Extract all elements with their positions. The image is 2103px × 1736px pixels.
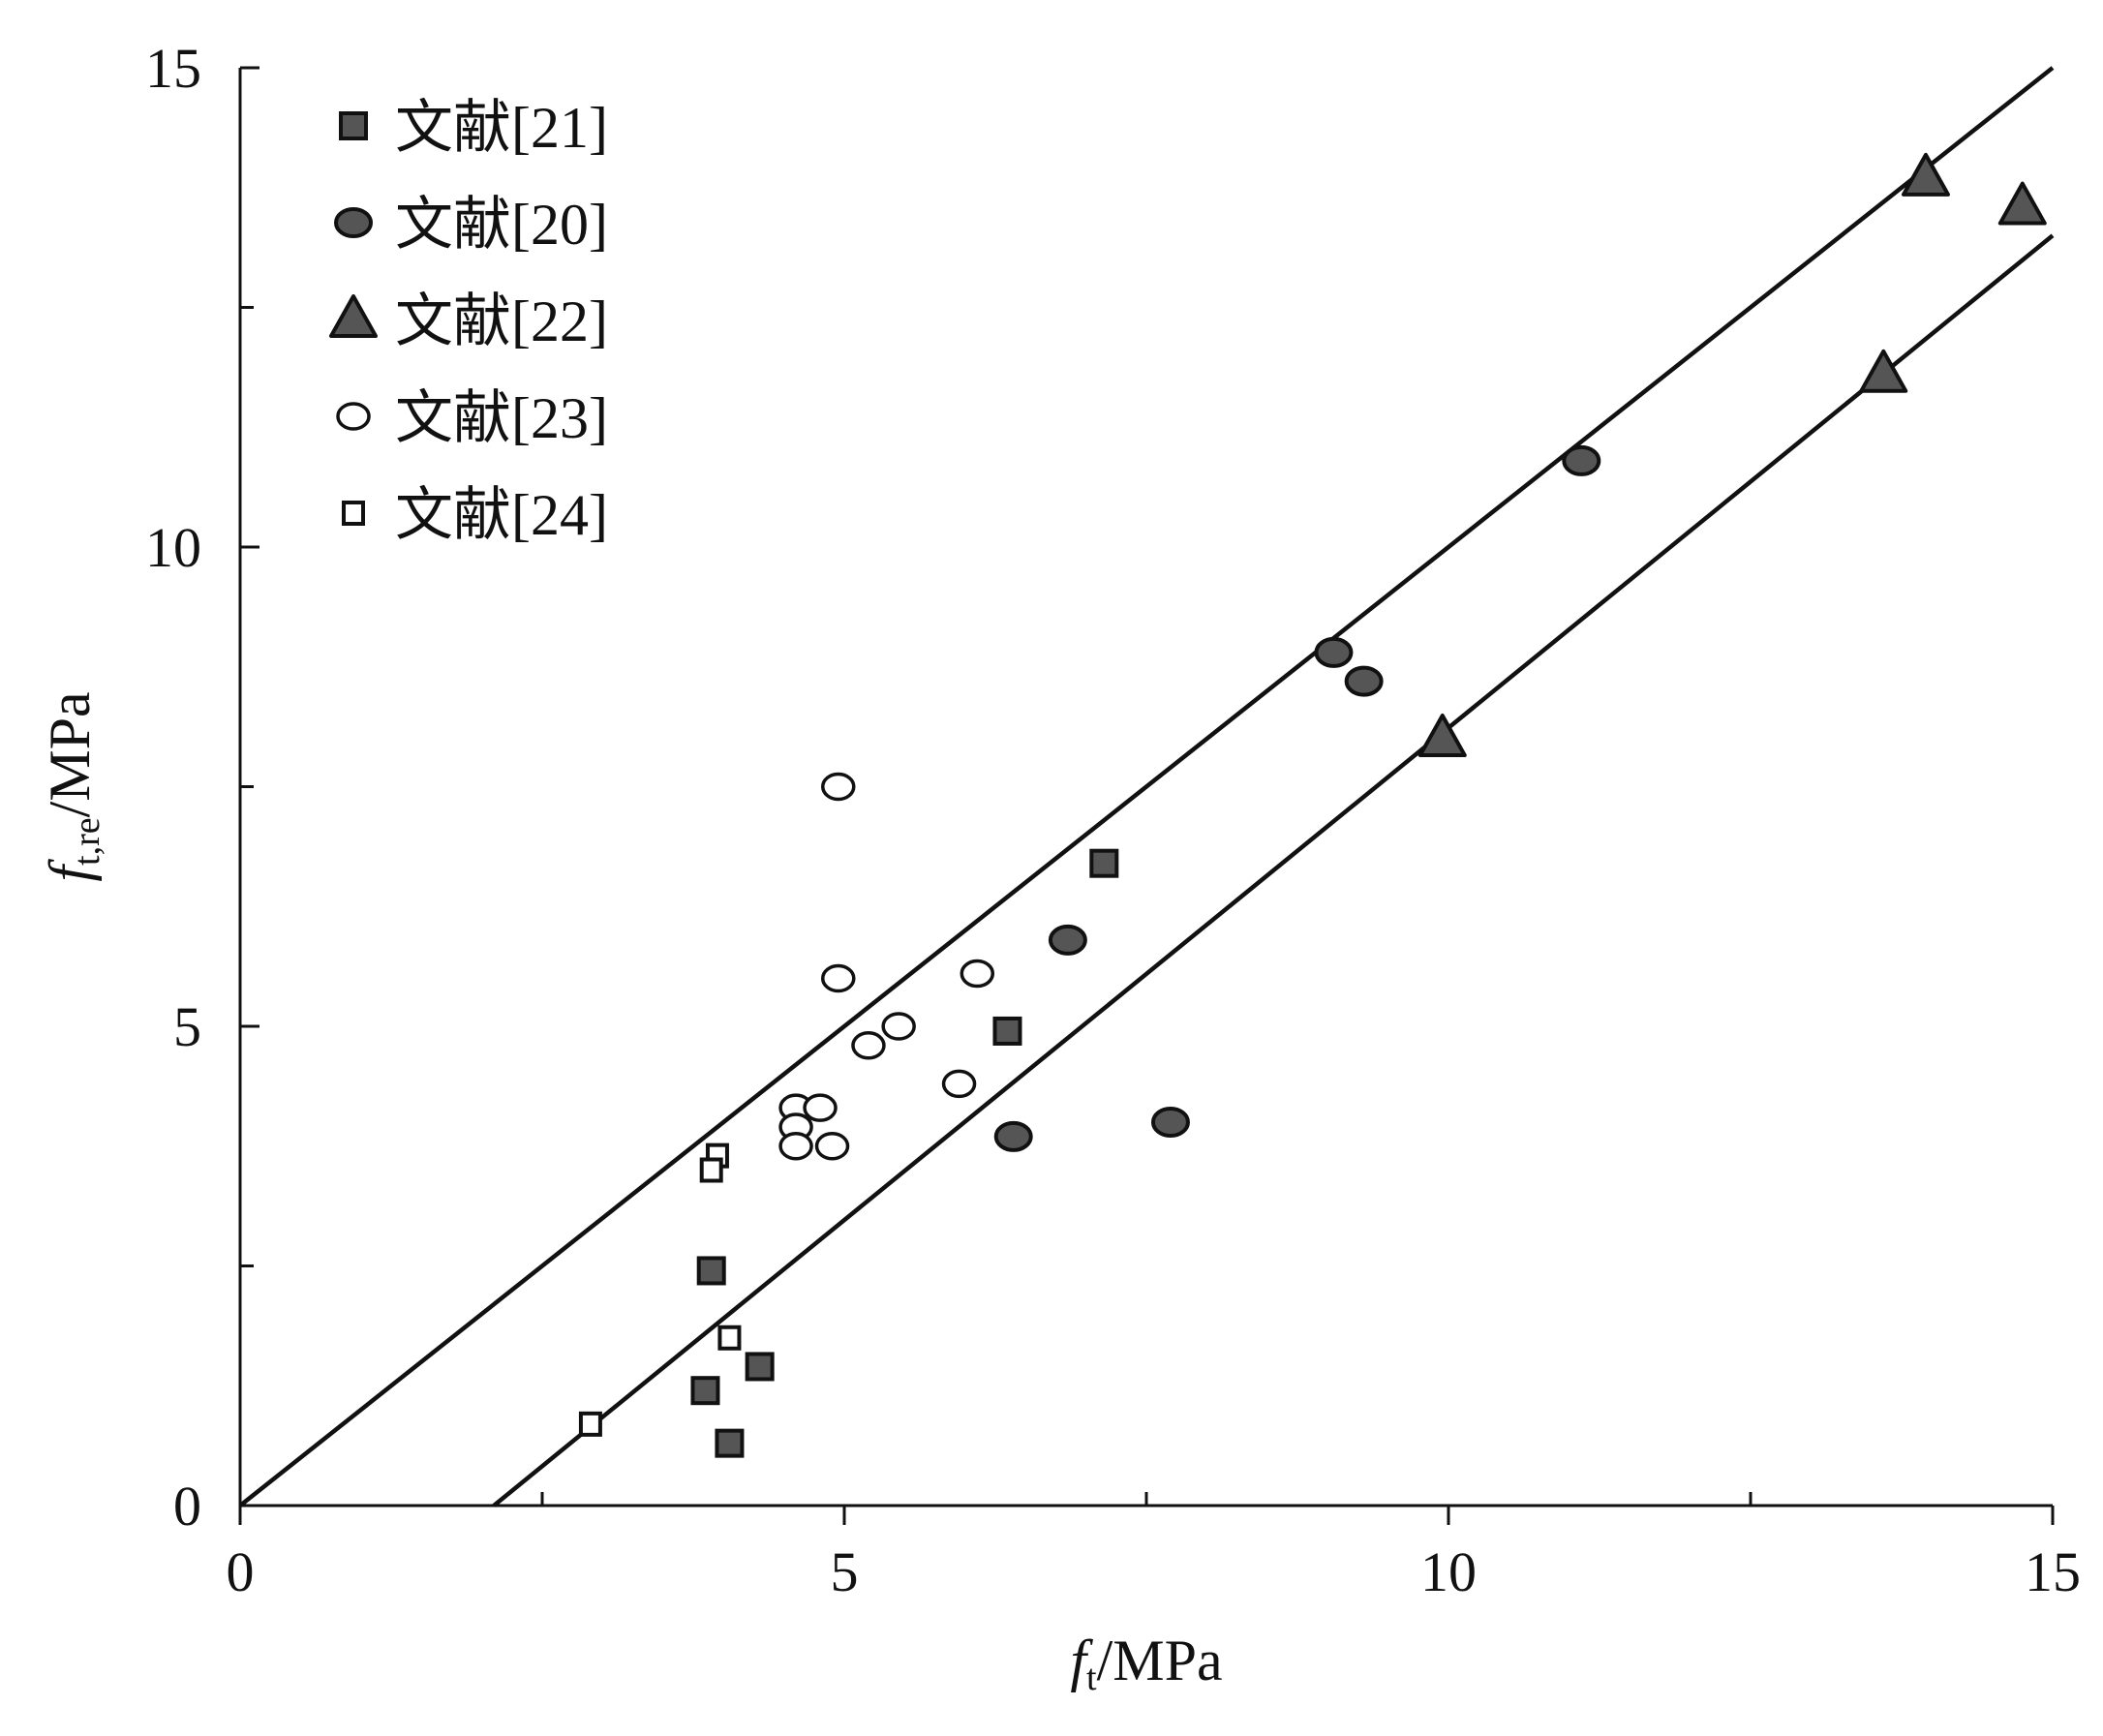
legend-marker-2 — [334, 207, 373, 238]
boundary-line-1 — [238, 66, 2055, 1508]
point-series-3 — [1997, 181, 2047, 226]
point-series-4 — [803, 1093, 838, 1122]
legend-marker-5 — [342, 501, 365, 526]
point-series-3 — [1417, 714, 1467, 757]
legend-marker-1 — [339, 111, 368, 140]
x-tick-label: 10 — [1420, 1540, 1477, 1603]
point-series-4 — [821, 963, 856, 993]
legend: 文献[21] 文献[20] 文献[22] 文献[23] 文献[24] — [329, 96, 608, 547]
x-tick-label: 0 — [227, 1540, 255, 1603]
boundary-line-2 — [492, 233, 2055, 1508]
legend-label-2: 文献[20] — [395, 193, 608, 257]
point-series-4 — [941, 1069, 977, 1099]
point-series-2 — [1314, 636, 1354, 668]
y-tick-label: 0 — [173, 1475, 201, 1538]
point-series-3 — [1859, 349, 1908, 393]
point-series-4 — [814, 1132, 850, 1161]
point-series-1 — [745, 1352, 775, 1382]
axis-titles: ft/MPa ft,re/MPa — [38, 691, 1223, 1698]
point-series-1 — [715, 1428, 745, 1458]
legend-marker-3 — [329, 294, 378, 338]
point-series-1 — [1089, 848, 1119, 878]
point-series-1 — [690, 1376, 720, 1406]
point-series-3 — [1901, 152, 1950, 197]
x-axis-title-subscript: t — [1086, 1658, 1097, 1698]
axes: 0 5 10 15 0 5 10 15 — [145, 37, 2081, 1603]
legend-label-4: 文献[23] — [395, 386, 608, 450]
point-series-5 — [578, 1411, 602, 1437]
legend-label-3: 文献[22] — [395, 289, 608, 353]
point-series-2 — [1048, 924, 1087, 956]
legend-label-5: 文献[24] — [395, 483, 608, 547]
y-tick-label: 5 — [173, 995, 201, 1058]
boundary-lines — [238, 66, 2055, 1508]
legend-marker-4 — [336, 402, 371, 431]
point-series-1 — [992, 1016, 1022, 1046]
y-axis-title-subscript: t,re — [67, 817, 107, 866]
point-series-5 — [699, 1157, 723, 1183]
x-axis-title: ft/MPa — [1070, 1629, 1222, 1698]
legend-label-1: 文献[21] — [395, 96, 608, 160]
point-series-4 — [778, 1132, 813, 1161]
point-series-2 — [1562, 444, 1601, 476]
x-tick-label: 5 — [831, 1540, 859, 1603]
y-tick-label: 10 — [145, 516, 201, 579]
y-axis-title: ft,re/MPa — [38, 691, 107, 881]
point-series-1 — [696, 1256, 726, 1286]
point-series-4 — [960, 959, 995, 989]
point-series-4 — [881, 1012, 916, 1041]
point-series-5 — [717, 1325, 742, 1351]
y-tick-label: 15 — [145, 37, 201, 100]
x-tick-label: 15 — [2025, 1540, 2081, 1603]
point-series-4 — [821, 772, 856, 802]
point-series-2 — [1150, 1107, 1190, 1138]
y-axis-title-unit: /MPa — [38, 691, 102, 817]
x-axis-title-unit: /MPa — [1097, 1629, 1223, 1692]
data-points — [578, 152, 2047, 1458]
point-series-4 — [851, 1031, 886, 1060]
point-series-2 — [1344, 665, 1384, 697]
point-series-2 — [993, 1120, 1033, 1152]
